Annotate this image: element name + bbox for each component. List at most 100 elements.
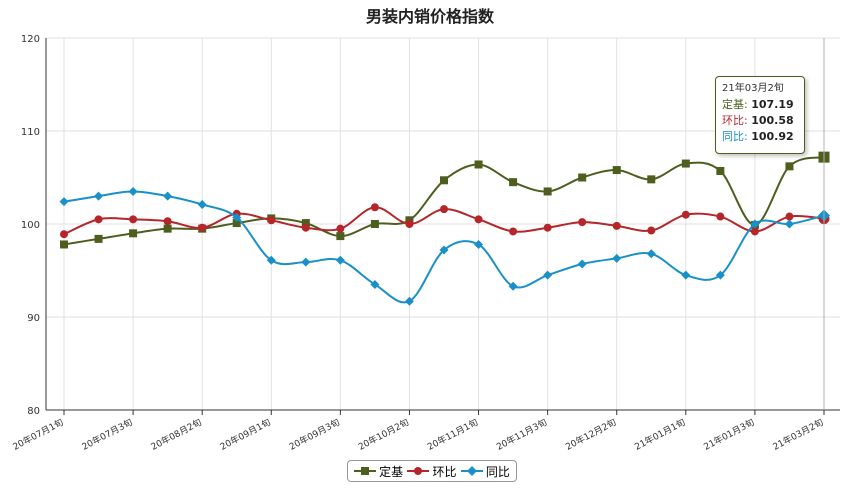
data-point <box>336 232 345 241</box>
data-point <box>440 176 448 185</box>
data-point <box>681 210 690 219</box>
data-point <box>94 234 103 243</box>
data-point <box>750 219 760 229</box>
x-tick-label: 21年01月1旬 <box>632 416 687 453</box>
x-tick-label: 20年11月1旬 <box>425 416 480 453</box>
data-point <box>197 199 207 209</box>
data-point <box>163 217 172 226</box>
legend-item-huanbi[interactable]: 环比 <box>407 463 457 480</box>
data-point <box>543 223 552 232</box>
tooltip: 21年03月2旬 定基: 107.19 环比: 100.58 同比: 100.9… <box>715 76 805 154</box>
legend-item-dingji[interactable]: 定基 <box>354 463 403 480</box>
x-tick-label: 21年03月2旬 <box>771 416 826 453</box>
data-point <box>301 223 310 232</box>
y-tick-label: 100 <box>21 220 40 231</box>
data-point <box>439 245 449 255</box>
data-point <box>370 279 380 289</box>
data-point <box>335 255 345 265</box>
legend-label: 同比 <box>485 464 510 479</box>
data-point <box>370 220 379 228</box>
data-point <box>128 186 138 196</box>
data-point <box>612 253 622 263</box>
data-point <box>301 257 311 267</box>
series-定基 <box>60 151 830 249</box>
data-point <box>59 197 69 207</box>
data-point <box>785 162 794 171</box>
data-point <box>94 215 103 224</box>
circle-marker-icon <box>407 467 430 475</box>
tooltip-label: 环比: <box>722 114 748 127</box>
data-point <box>681 159 690 168</box>
chart-title: 男装内销价格指数 <box>366 7 495 26</box>
tooltip-value: 100.58 <box>751 114 794 127</box>
data-point <box>646 249 656 259</box>
data-point <box>405 220 414 228</box>
tooltip-row-tongbi: 同比: 100.92 <box>722 129 798 145</box>
data-point <box>612 166 621 175</box>
data-point <box>578 173 587 182</box>
legend: 定基 环比 同比 <box>347 460 517 482</box>
data-point <box>509 178 518 187</box>
data-point <box>266 255 276 265</box>
data-point <box>750 227 759 236</box>
legend-item-tongbi[interactable]: 同比 <box>460 463 510 480</box>
data-point <box>543 270 553 280</box>
x-tick-label: 20年12月2旬 <box>563 416 618 453</box>
data-point <box>404 296 414 306</box>
x-tick-label: 21年01月3旬 <box>702 416 757 453</box>
y-tick-label: 90 <box>27 313 40 324</box>
data-point <box>301 219 310 228</box>
data-point <box>60 240 68 249</box>
x-tick-label: 20年08月2旬 <box>149 416 204 453</box>
tooltip-date: 21年03月2旬 <box>722 83 784 94</box>
data-point <box>612 221 621 230</box>
data-point <box>163 224 172 233</box>
tooltip-row-dingji: 定基: 107.19 <box>722 97 798 113</box>
data-point <box>232 212 242 222</box>
series-line <box>63 156 825 246</box>
legend-label: 定基 <box>379 464 404 479</box>
tooltip-row-huanbi: 环比: 100.58 <box>722 113 798 129</box>
data-point <box>129 229 138 238</box>
data-point <box>474 215 483 224</box>
data-point <box>163 191 173 201</box>
data-point <box>784 219 794 229</box>
data-point <box>474 239 484 249</box>
tooltip-label: 定基: <box>722 98 748 111</box>
data-point <box>370 203 379 212</box>
data-point <box>543 187 552 196</box>
tooltip-value: 107.19 <box>751 98 794 111</box>
data-point <box>267 216 276 225</box>
diamond-marker-icon <box>460 466 483 476</box>
data-point <box>509 227 518 236</box>
data-point <box>94 191 104 201</box>
tooltip-label: 同比: <box>722 130 748 143</box>
square-marker-icon <box>354 467 377 475</box>
y-tick-label: 110 <box>21 127 40 138</box>
data-point <box>129 215 138 224</box>
x-tick-label: 20年09月3旬 <box>287 416 342 453</box>
x-tick-label: 20年10月2旬 <box>356 416 411 453</box>
data-point <box>440 205 448 214</box>
data-point <box>578 218 587 227</box>
data-point <box>716 166 725 175</box>
x-tick-label: 20年07月1旬 <box>11 416 66 453</box>
data-point <box>60 230 68 239</box>
legend-label: 环比 <box>432 464 457 479</box>
data-point <box>198 223 207 232</box>
x-tick-label: 20年11月3旬 <box>494 416 549 453</box>
series-同比 <box>59 186 830 306</box>
data-point <box>716 212 725 221</box>
data-point <box>715 270 725 280</box>
data-point <box>336 224 345 233</box>
data-point <box>577 259 587 269</box>
tooltip-value: 100.92 <box>751 130 794 143</box>
data-point <box>647 175 656 184</box>
data-point <box>232 219 241 228</box>
x-tick-label: 20年09月1旬 <box>218 416 273 453</box>
data-point <box>785 212 794 221</box>
y-tick-label: 120 <box>21 34 40 45</box>
x-tick-label: 20年07月3旬 <box>80 416 135 453</box>
